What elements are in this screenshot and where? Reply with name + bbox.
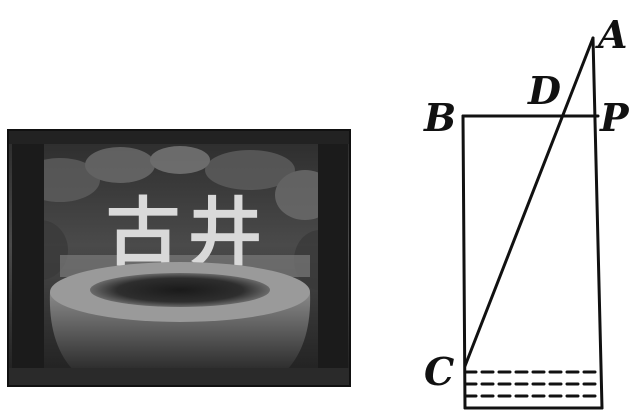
segment-AC xyxy=(463,36,595,368)
photo-pillar-left xyxy=(12,130,44,386)
sign-char-gu: 古 xyxy=(106,190,180,276)
label-point-A: A xyxy=(595,12,627,57)
photo-pillar-right xyxy=(318,130,348,386)
label-point-C: C xyxy=(424,349,454,394)
label-point-B: B xyxy=(423,95,456,140)
segment-AP-wall xyxy=(591,36,604,410)
label-point-D: D xyxy=(527,68,561,113)
photo-ground xyxy=(8,368,350,386)
sign-char-jing: 井 xyxy=(188,190,262,276)
well-opening xyxy=(90,273,270,307)
photo-beam xyxy=(8,130,350,144)
geometry-diagram xyxy=(461,36,604,410)
well-photo: 古 井 xyxy=(7,129,351,387)
photo-frame xyxy=(7,129,351,387)
label-point-P: P xyxy=(599,95,630,140)
segment-BC xyxy=(461,114,467,410)
